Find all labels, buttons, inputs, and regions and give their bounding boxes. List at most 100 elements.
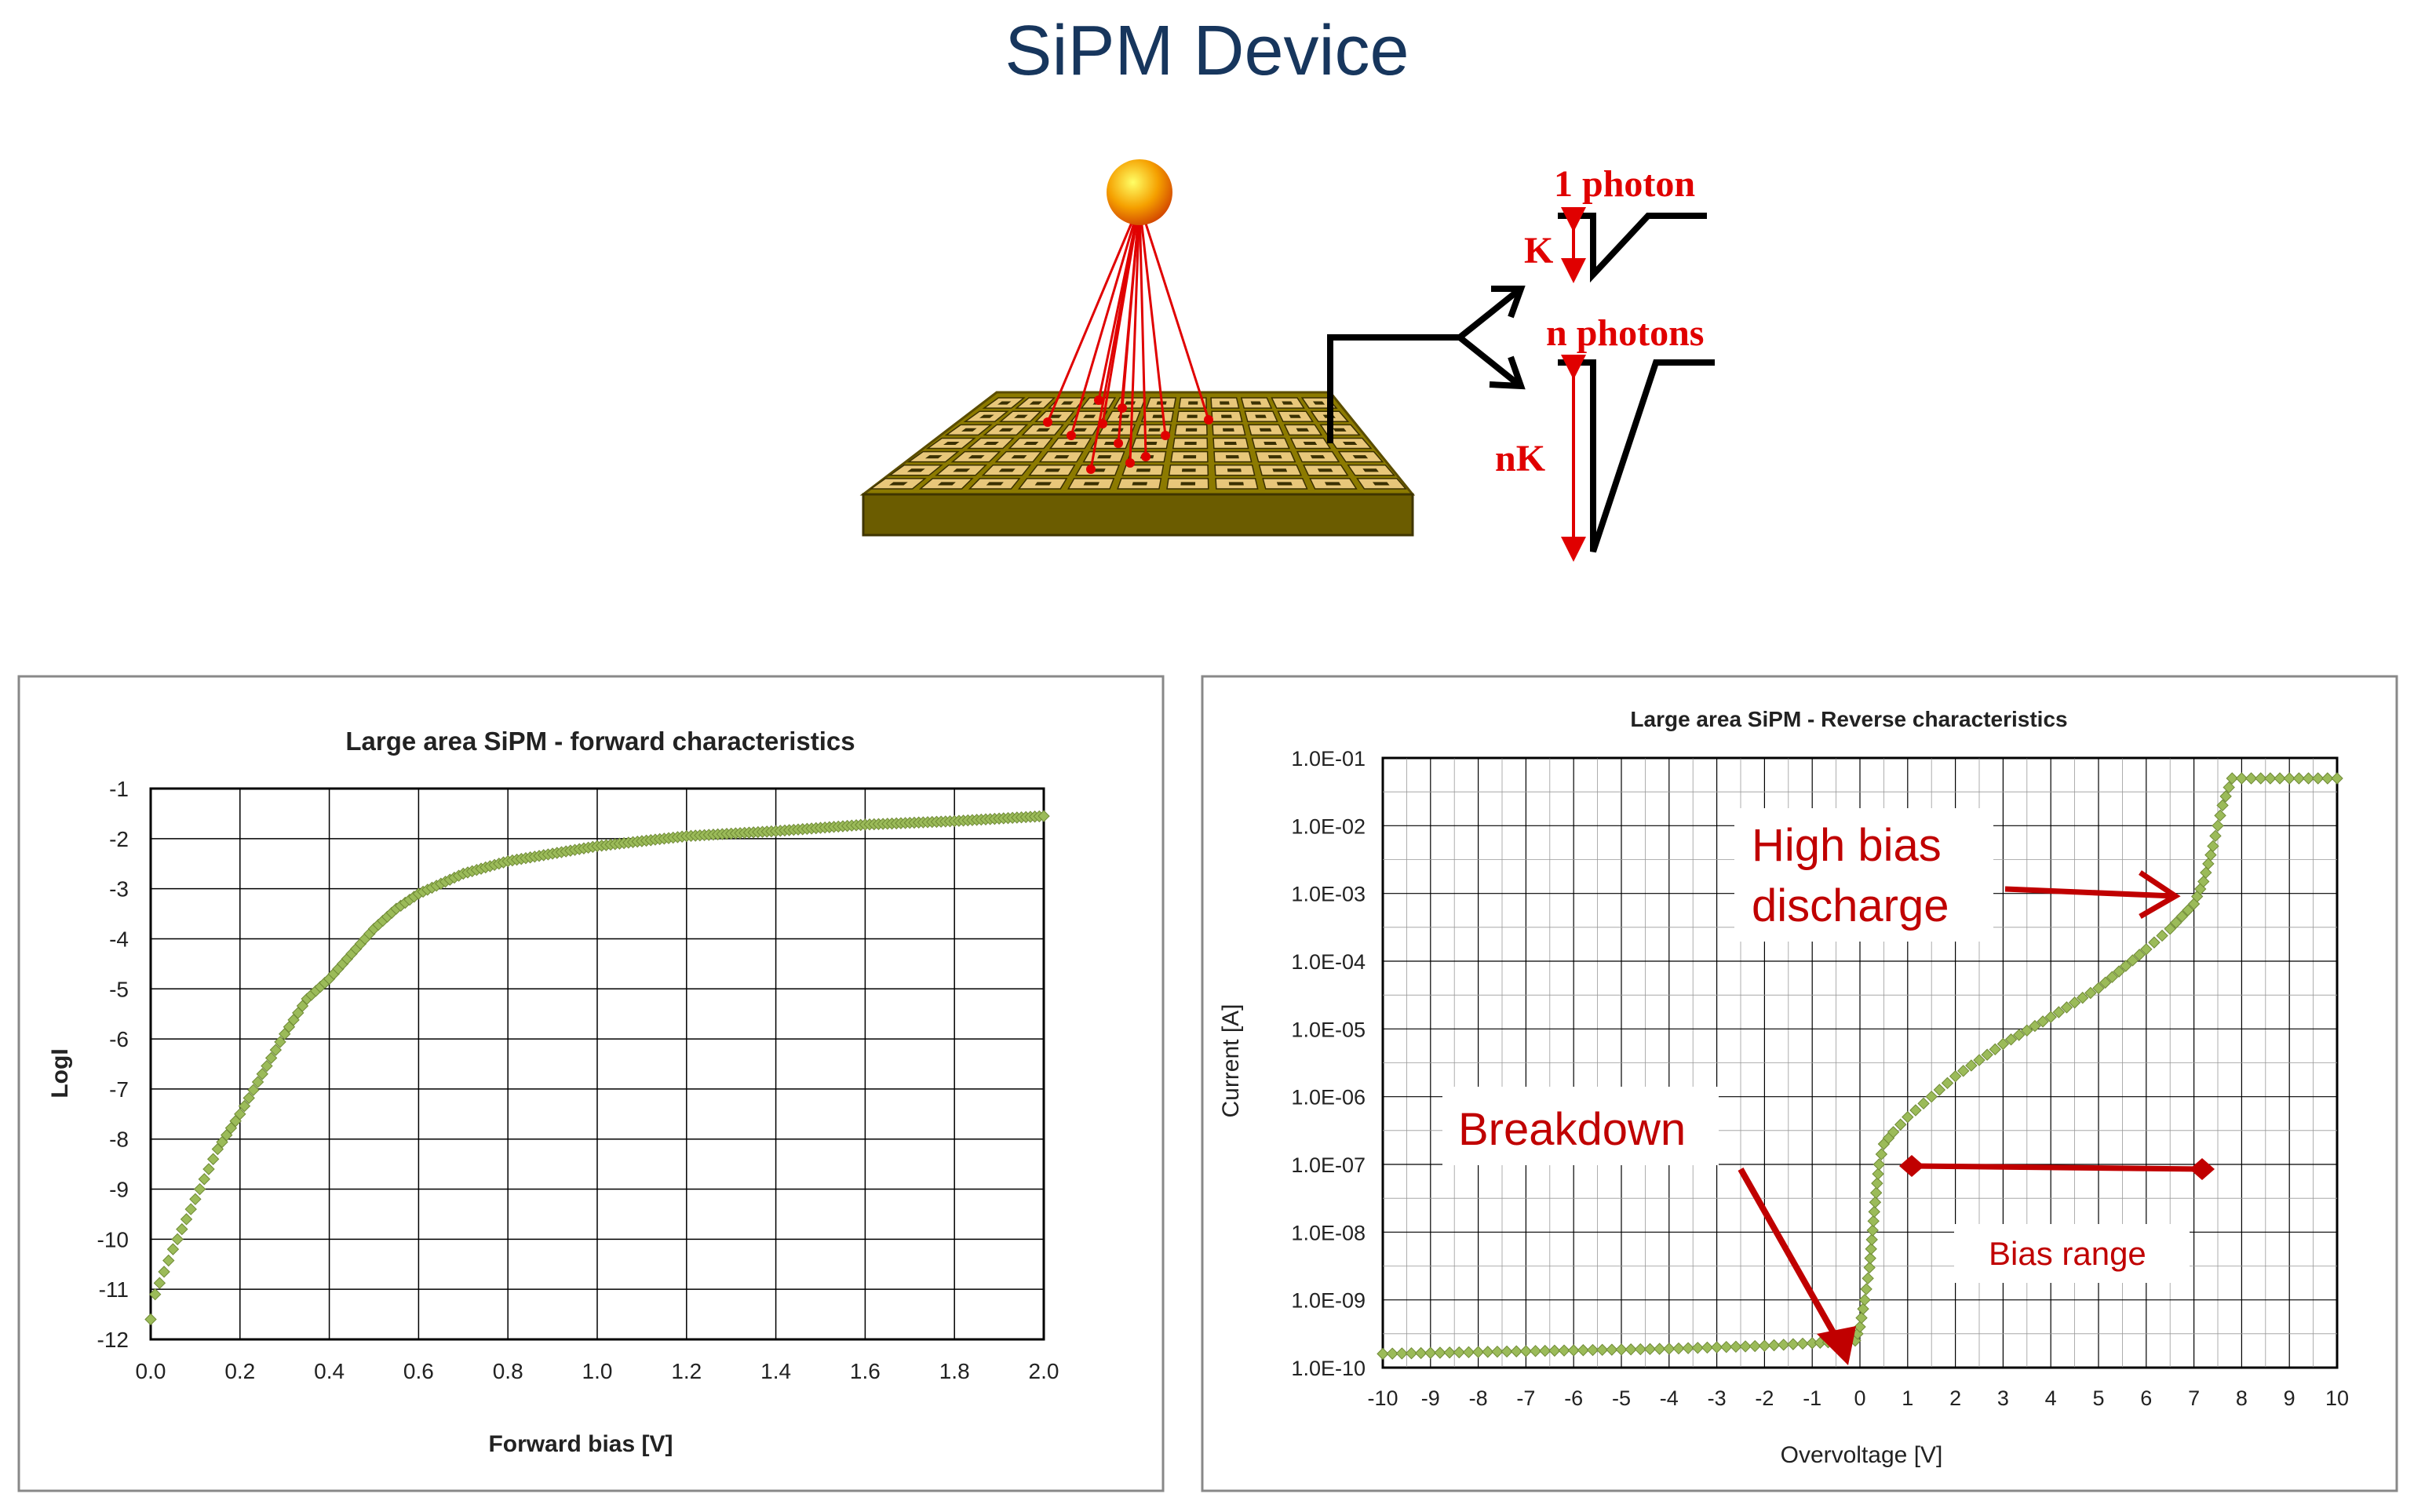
data-point	[546, 847, 559, 860]
data-point	[2156, 929, 2168, 942]
data-point	[827, 821, 841, 833]
data-point	[582, 841, 595, 854]
data-point	[221, 1128, 233, 1142]
sipm-cell-core	[1227, 468, 1242, 472]
y-tick-label: -10	[97, 1227, 129, 1251]
data-point	[1672, 1342, 1685, 1355]
sipm-cell-core	[1083, 414, 1096, 418]
data-point	[497, 856, 510, 869]
sipm-cell-core	[1180, 482, 1196, 486]
photon-hit	[1067, 431, 1076, 440]
data-point	[417, 885, 429, 898]
data-point	[515, 852, 527, 865]
data-point	[1862, 1272, 1874, 1284]
data-point	[1019, 811, 1032, 824]
data-point	[2120, 960, 2132, 972]
sipm-cell-core	[1310, 455, 1326, 459]
data-point	[2264, 772, 2277, 785]
data-point	[385, 906, 398, 919]
plot-area	[1381, 756, 2339, 1369]
data-point	[1957, 1065, 1970, 1077]
data-point	[1829, 1335, 1843, 1348]
sipm-cell-core	[1276, 482, 1293, 486]
data-point	[591, 840, 604, 853]
data-point	[1941, 1077, 1954, 1090]
data-point	[939, 815, 952, 828]
data-point	[662, 832, 675, 844]
data-point	[2274, 772, 2286, 785]
data-point	[176, 1222, 188, 1236]
data-point	[689, 829, 702, 842]
data-point	[926, 815, 939, 829]
y-tick-label: 1.0E-07	[1291, 1153, 1366, 1177]
y-tick-labels: -1 -2 -3 -4 -5 -6 -7 -8 -9 -10 -11 -12	[97, 777, 129, 1352]
data-point	[881, 818, 894, 830]
sipm-cell-core	[1289, 414, 1301, 418]
data-point	[1894, 1118, 1907, 1131]
data-point	[314, 981, 326, 993]
photon-hit	[1125, 458, 1135, 468]
data-point	[520, 852, 532, 865]
data-point	[2235, 772, 2248, 785]
data-point	[238, 1099, 251, 1113]
data-point	[2021, 1024, 2033, 1037]
data-point	[412, 887, 425, 900]
sipm-cell-core	[1225, 455, 1239, 459]
data-point	[917, 816, 930, 829]
x-tick-label: -5	[1612, 1386, 1631, 1410]
sipm-cell-core	[1228, 482, 1244, 486]
data-point	[1767, 1339, 1781, 1352]
data-point	[1615, 1343, 1628, 1356]
data-point	[153, 1277, 166, 1289]
sipm-cell-core	[953, 468, 971, 472]
data-point	[1710, 1341, 1723, 1354]
data-point	[359, 932, 371, 945]
y-tick-label: -4	[109, 927, 129, 951]
sipm-cell-core	[1342, 441, 1358, 446]
annotation-high-bias: High bias discharge	[1734, 808, 2181, 942]
x-tick-label: 1.4	[760, 1359, 791, 1383]
pulse-n-photons	[1558, 355, 1715, 562]
x-tick-label: -10	[1367, 1386, 1398, 1410]
data-point	[301, 993, 313, 1005]
data-point	[1625, 1343, 1637, 1356]
data-point	[1796, 1337, 1809, 1350]
x-tick-label: 1.0	[582, 1359, 613, 1383]
sipm-cell-core	[968, 455, 985, 459]
sipm-cell-core	[1152, 414, 1164, 418]
sipm-cell-core	[1044, 468, 1061, 472]
y-tick-label: -8	[109, 1128, 129, 1152]
data-point	[734, 827, 746, 840]
annotation-breakdown: Breakdown	[1442, 1087, 1856, 1365]
y-tick-label: 1.0E-10	[1291, 1357, 1366, 1380]
data-point	[729, 827, 742, 840]
data-point	[1875, 1148, 1888, 1160]
data-point	[2092, 982, 2105, 995]
data-point	[720, 828, 733, 840]
data-point	[283, 1021, 296, 1033]
data-point	[475, 862, 487, 875]
data-point	[332, 963, 345, 975]
data-point	[702, 829, 715, 841]
data-point	[274, 1036, 286, 1048]
data-point	[408, 891, 421, 903]
data-point	[707, 829, 720, 841]
data-point	[943, 814, 957, 828]
data-point	[278, 1028, 291, 1040]
sipm-cell-core	[943, 441, 960, 446]
data-point	[457, 867, 470, 880]
data-point	[399, 896, 412, 909]
data-point	[367, 922, 381, 935]
data-point	[327, 967, 340, 980]
y-axis-label: Current [A]	[1218, 1004, 1244, 1117]
data-point	[779, 824, 791, 837]
data-point	[997, 812, 1010, 825]
y-tick-label: 1.0E-04	[1291, 950, 1366, 974]
data-point	[787, 823, 800, 836]
data-point	[626, 836, 640, 848]
x-tick-label: 2	[1949, 1386, 1961, 1410]
y-tick-label: -7	[109, 1077, 129, 1102]
sipm-cell-core	[1188, 401, 1198, 405]
data-point	[921, 816, 934, 829]
data-point	[224, 1121, 238, 1135]
